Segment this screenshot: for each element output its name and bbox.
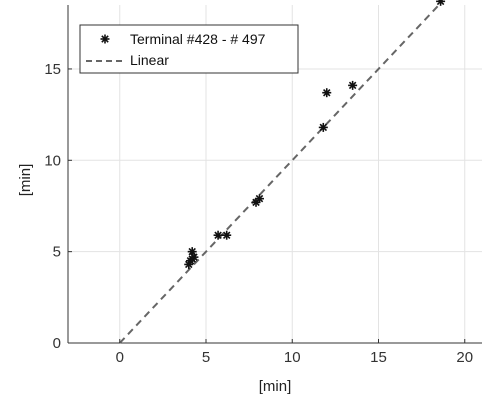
data-point (348, 80, 358, 90)
data-points (184, 0, 446, 269)
y-axis-label: [min] (17, 164, 34, 197)
y-tick-label: 15 (44, 61, 61, 78)
y-tick-label: 10 (44, 152, 61, 169)
linear-fit-line-layer (119, 2, 442, 344)
legend-box (79, 24, 299, 74)
data-point (222, 230, 232, 240)
legend-entry-terminal: Terminal #428 - # 497 (130, 31, 266, 47)
tick-labels: 0 5 10 15 20 0 5 10 15 (44, 61, 473, 366)
x-axis-label: [min] (259, 378, 292, 395)
x-tick-label: 20 (456, 349, 473, 366)
legend-asterisk-marker (100, 34, 110, 44)
data-point (322, 88, 332, 98)
plot-area (67, 5, 482, 344)
x-tick-label: 10 (284, 349, 301, 366)
data-point (187, 247, 197, 257)
linear-fit-line (119, 2, 442, 344)
legend-asterisk (100, 34, 110, 44)
y-tick-label: 5 (53, 244, 61, 261)
x-tick-label: 0 (116, 349, 124, 366)
data-point (184, 259, 194, 269)
data-point (318, 122, 328, 132)
data-point (254, 194, 264, 204)
x-tick-label: 15 (370, 349, 387, 366)
data-point (436, 0, 446, 6)
x-tick-label: 5 (202, 349, 210, 366)
legend: Terminal #428 - # 497 Linear (79, 24, 299, 74)
data-point (213, 230, 223, 240)
legend-entry-linear: Linear (130, 52, 169, 68)
y-tick-label: 0 (53, 335, 61, 352)
